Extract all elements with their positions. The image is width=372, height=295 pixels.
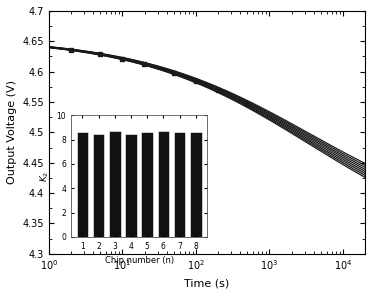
- X-axis label: Time (s): Time (s): [185, 278, 230, 288]
- Y-axis label: Output Voltage (V): Output Voltage (V): [7, 81, 17, 184]
